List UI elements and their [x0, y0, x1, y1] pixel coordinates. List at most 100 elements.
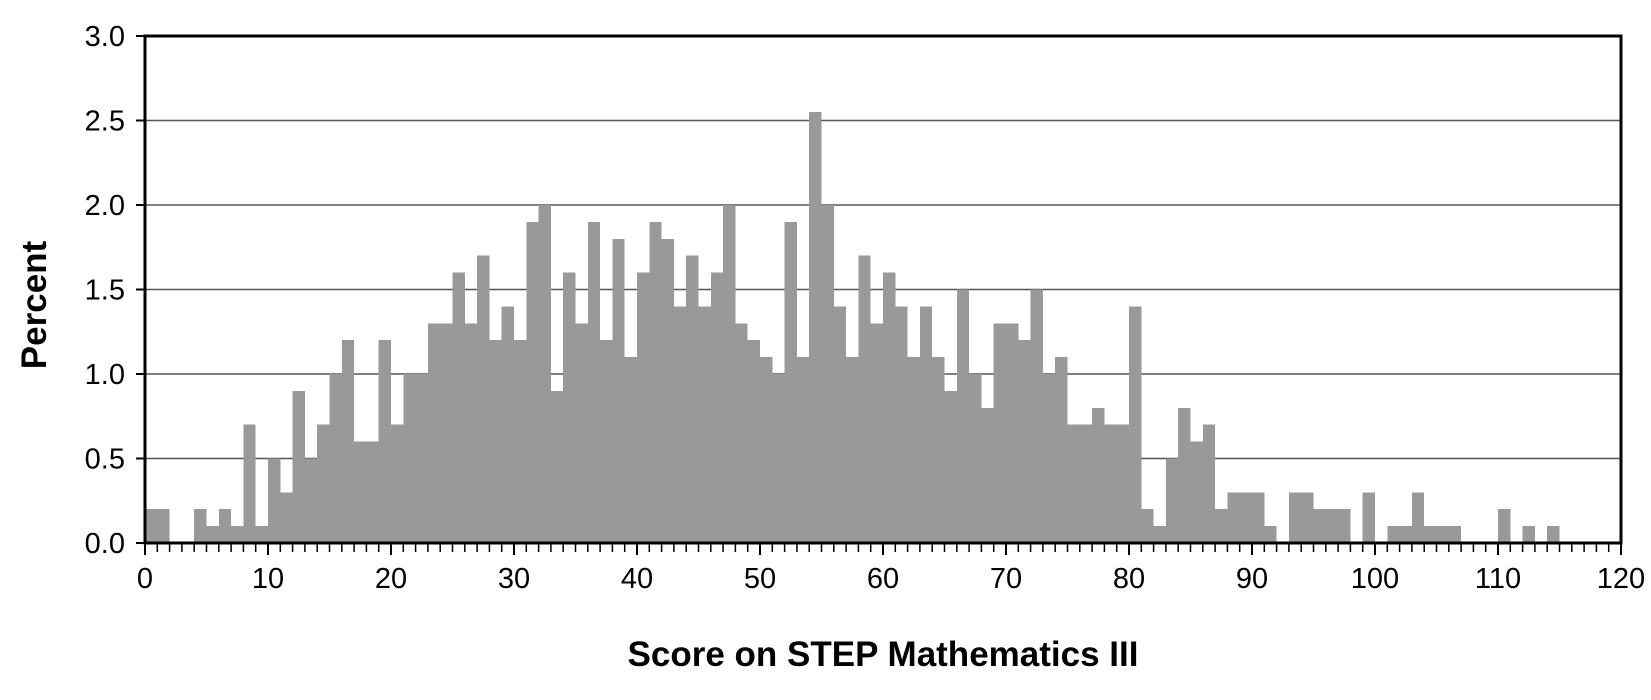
histogram-bar [268, 458, 281, 543]
histogram-bar [1190, 441, 1203, 543]
histogram-bar [661, 238, 674, 544]
histogram-bar [907, 357, 920, 543]
histogram-bar [464, 323, 478, 543]
histogram-bar [760, 357, 773, 543]
y-tick-label: 2.5 [85, 106, 125, 138]
histogram-bar [1018, 340, 1031, 543]
y-axis: 0.0 0.5 1.0 1.5 2.0 2.5 3.0 [85, 21, 145, 560]
histogram-bar [981, 407, 994, 543]
histogram-bar [809, 112, 822, 544]
histogram-bar [895, 306, 908, 543]
histogram-bar [1116, 424, 1129, 543]
histogram-bar [1264, 526, 1277, 543]
x-axis-title: Score on STEP Mathematics III [628, 635, 1139, 674]
histogram-bar [1547, 526, 1560, 543]
x-axis: 0 10 20 30 40 50 60 70 80 90 100 110 120 [137, 543, 1645, 595]
histogram-bar [1227, 492, 1240, 543]
histogram-bar [1042, 374, 1056, 543]
histogram-bar [391, 424, 404, 543]
histogram-bar [304, 458, 318, 543]
histogram-bar [698, 306, 711, 543]
histogram-bar [735, 323, 748, 543]
histogram-bar [1178, 407, 1191, 543]
y-tick-label: 1.0 [85, 359, 125, 391]
y-tick-label: 1.5 [85, 275, 125, 307]
histogram-bar [649, 221, 662, 543]
histogram-bar [440, 323, 453, 543]
histogram-bar [1436, 526, 1449, 543]
histogram-bar [292, 390, 305, 543]
histogram-bar [280, 492, 293, 543]
histogram-bar [231, 526, 244, 543]
histogram-bar [821, 205, 834, 543]
x-tick-label: 90 [1236, 563, 1268, 595]
histogram-bar [686, 255, 699, 543]
histogram-bar [1411, 492, 1425, 543]
histogram-bar [157, 509, 170, 543]
histogram-bar [1252, 492, 1265, 543]
histogram-bar [366, 441, 379, 543]
histogram-bar [772, 374, 785, 543]
histogram-bar [354, 441, 367, 543]
x-tick-label: 40 [621, 563, 653, 595]
histogram-bar [1030, 289, 1043, 543]
x-tick-label: 10 [252, 563, 284, 595]
histogram-bar [526, 221, 539, 543]
histogram-bar [378, 340, 391, 543]
histogram-bar [944, 390, 957, 543]
x-tick-label: 60 [867, 563, 899, 595]
histogram-bar [477, 255, 490, 543]
histogram-bar [1202, 424, 1216, 543]
histogram-bar [1362, 492, 1375, 543]
histogram-bar [194, 509, 207, 543]
y-tick-label: 3.0 [85, 21, 125, 53]
histogram-bar [563, 272, 576, 543]
histogram-bar [1215, 509, 1228, 543]
x-tick-label: 110 [1475, 563, 1521, 595]
x-tick-label: 120 [1597, 563, 1645, 595]
histogram-bar [1448, 526, 1462, 543]
histogram-bar [1387, 526, 1400, 543]
histogram-bar [1006, 323, 1019, 543]
histogram-bar [932, 357, 945, 543]
bars [145, 112, 1560, 544]
histogram-bar [1153, 526, 1166, 543]
histogram-bar [403, 374, 416, 543]
y-axis-title: Percent [15, 240, 54, 369]
x-tick-label: 50 [744, 563, 776, 595]
histogram-bar [514, 340, 527, 543]
histogram-bar [489, 340, 502, 543]
histogram-bar [956, 289, 970, 543]
histogram-bar [1288, 492, 1302, 543]
x-tick-label: 0 [137, 563, 153, 595]
histogram-bar [1424, 526, 1437, 543]
x-tick-label: 70 [990, 563, 1022, 595]
histogram-bar [415, 374, 428, 543]
histogram-bar [796, 357, 810, 543]
histogram-bar [206, 526, 219, 543]
histogram-bar [575, 323, 588, 543]
histogram-bar [1522, 526, 1535, 543]
histogram-bar [637, 272, 650, 543]
histogram-bar [587, 221, 601, 543]
histogram-bar [218, 509, 232, 543]
histogram-bar [1141, 509, 1154, 543]
x-tick-label: 30 [498, 563, 530, 595]
histogram-bar [1079, 424, 1093, 543]
x-tick-label: 80 [1113, 563, 1145, 595]
histogram-bar [317, 424, 330, 543]
histogram-bar [883, 272, 896, 543]
histogram-bar [1239, 492, 1252, 543]
histogram-bar [1092, 407, 1105, 543]
histogram-bar [1313, 509, 1326, 543]
histogram-bar [1338, 509, 1351, 543]
histogram-bar [993, 323, 1006, 543]
histogram-bar [341, 340, 355, 543]
histogram-bar [1399, 526, 1412, 543]
histogram-bar [846, 357, 859, 543]
histogram-bar [870, 323, 883, 543]
histogram-bar [1325, 509, 1339, 543]
histogram-bar [538, 205, 551, 543]
y-tick-label: 2.0 [85, 190, 125, 222]
